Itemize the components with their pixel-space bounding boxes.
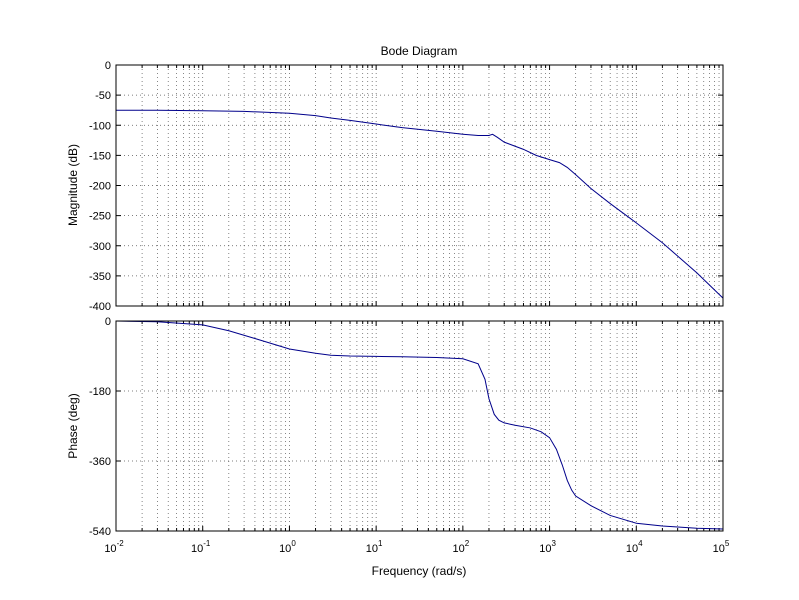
phase-y-tick-label: -180 <box>89 386 111 398</box>
magnitude-grid <box>116 65 723 306</box>
chart-title: Bode Diagram <box>381 44 458 58</box>
phase-ylabel: Phase (deg) <box>66 393 80 458</box>
phase-y-tick-label: -360 <box>89 456 111 468</box>
magnitude-ylabel: Magnitude (dB) <box>66 144 80 226</box>
magnitude-y-tick-label: -250 <box>89 211 111 223</box>
magnitude-y-tick-label: -200 <box>89 181 111 193</box>
phase-y-tick-label: 0 <box>105 316 111 328</box>
phase-axes-box <box>115 320 724 532</box>
magnitude-y-tick-label: -300 <box>89 241 111 253</box>
x-tick-label: 10-1 <box>191 539 211 555</box>
phase-panel: 0 -180 -360 -540 <box>89 316 724 538</box>
magnitude-y-ticks: 0 -50 -100 -150 -200 -250 -300 -350 -400 <box>89 60 723 313</box>
magnitude-y-tick-label: -50 <box>95 90 111 102</box>
magnitude-y-tick-label: -400 <box>89 301 111 313</box>
x-tick-label: 10-2 <box>104 539 124 555</box>
x-tick-label: 101 <box>366 539 383 555</box>
x-tick-label: 103 <box>539 539 556 555</box>
magnitude-y-tick-label: -100 <box>89 120 111 132</box>
x-tick-label: 104 <box>626 539 643 555</box>
magnitude-panel: 0 -50 -100 -150 -200 -250 -300 -350 -400 <box>89 60 724 313</box>
phase-y-tick-label: -540 <box>89 526 111 538</box>
x-tick-label: 105 <box>713 539 730 555</box>
x-tick-label: 100 <box>279 539 296 555</box>
magnitude-y-tick-label: 0 <box>105 60 111 72</box>
phase-curve <box>115 320 724 530</box>
magnitude-y-tick-label: -350 <box>89 271 111 283</box>
x-tick-labels: 10-2 10-1 100 101 102 103 104 105 <box>104 539 730 555</box>
magnitude-curve <box>116 109 724 299</box>
phase-grid <box>116 321 723 531</box>
magnitude-axes-box <box>115 64 724 307</box>
x-tick-label: 102 <box>453 539 470 555</box>
magnitude-y-tick-label: -150 <box>89 150 111 162</box>
x-axis-label: Frequency (rad/s) <box>372 564 467 578</box>
